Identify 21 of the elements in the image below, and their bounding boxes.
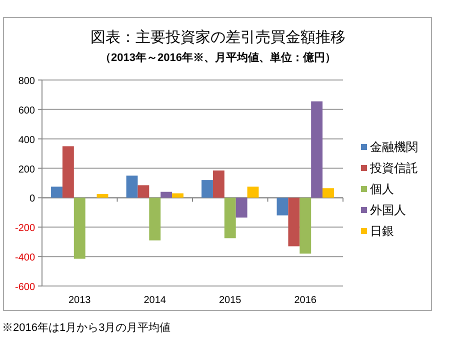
- plot: -600 -400 -200 0 200 400 600 800 2013 2014 2015 2016: [14, 76, 344, 306]
- x-tick-label: 2016: [294, 295, 317, 306]
- y-tick-label: -200: [14, 223, 36, 234]
- y-tick-label: 400: [18, 134, 36, 146]
- annotation: ※2016年は1月から3月の月平均値: [2, 322, 171, 334]
- legend-label: 外国人: [370, 203, 406, 217]
- y-tick-label: -600: [14, 282, 36, 293]
- y-tick-label: 0: [29, 194, 36, 205]
- legend-label: 投資信託: [369, 161, 418, 175]
- x-tick-label: 2013: [68, 295, 92, 306]
- y-tick-label: -400: [14, 252, 36, 264]
- legend-label: 金融機関: [370, 140, 418, 154]
- x-tick-label: 2015: [219, 295, 242, 306]
- y-tick-label: 200: [18, 164, 36, 176]
- x-tick-label: 2014: [144, 295, 166, 306]
- legend-label: 日銀: [370, 224, 394, 238]
- title: 図表：主要投資家の差引売買金額推移: [90, 29, 346, 46]
- y-tick-label: 800: [18, 76, 36, 87]
- subtitle: （2013年～2016年※、月平均値、単位：億円）: [100, 52, 336, 64]
- y-tick-label: 600: [18, 105, 36, 116]
- legend-label: 個人: [370, 182, 394, 196]
